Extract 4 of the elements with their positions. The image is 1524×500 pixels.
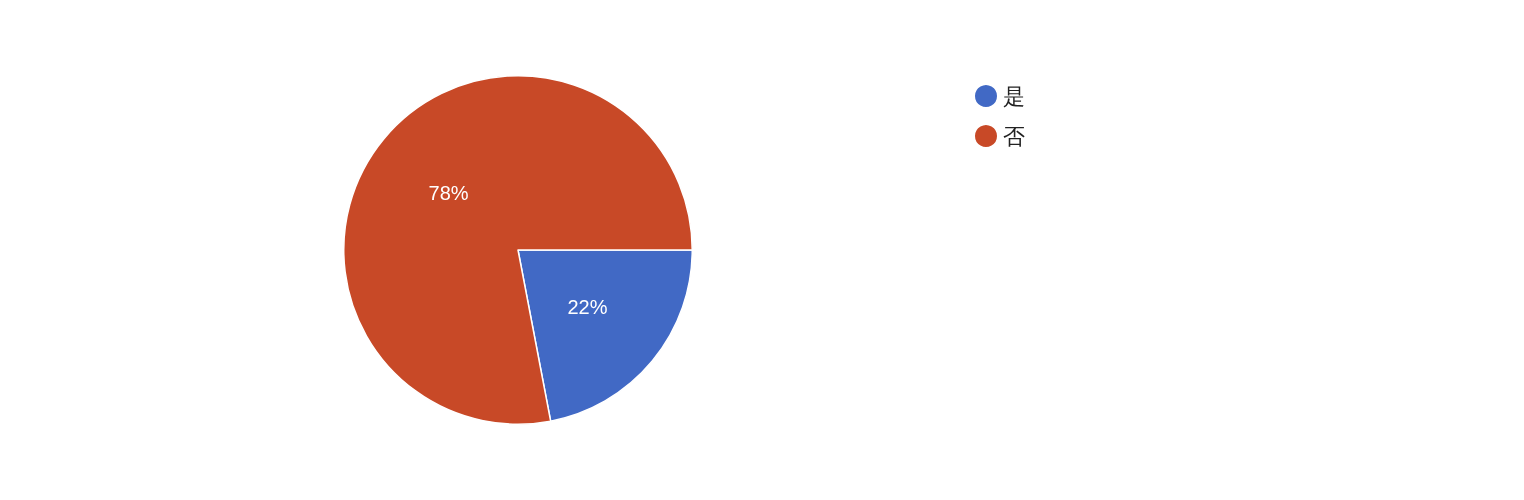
legend-label: 是 [1003,83,1025,109]
data-label: 78% [428,181,469,204]
legend-label: 否 [1003,123,1025,149]
data-label: 22% [567,296,608,319]
